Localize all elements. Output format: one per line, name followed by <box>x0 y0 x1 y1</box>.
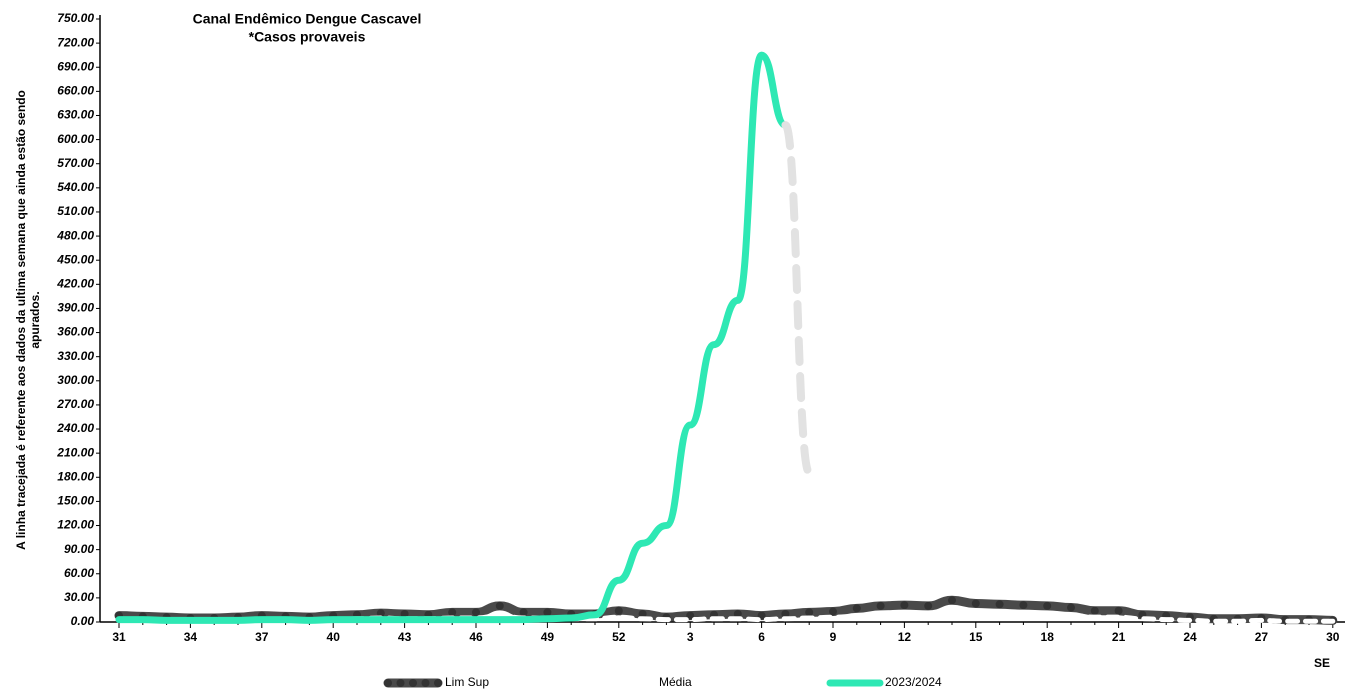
series-marker <box>971 599 980 608</box>
x-tick-label: 12 <box>898 630 912 644</box>
series-marker <box>829 607 837 616</box>
legend-label: Lim Sup <box>445 675 489 689</box>
x-tick-label: 46 <box>469 630 483 644</box>
series-marker <box>805 608 814 617</box>
legend-item: Lim Sup <box>383 675 489 689</box>
series-marker <box>1043 601 1052 610</box>
x-tick-label: 15 <box>969 630 983 644</box>
y-tick-label: 30.00 <box>64 590 94 604</box>
legend-marker <box>421 679 430 687</box>
series-line <box>115 51 789 624</box>
legend-item: Média <box>601 675 692 689</box>
x-tick-label: 37 <box>255 630 269 644</box>
x-tick-label: 34 <box>184 630 198 644</box>
series-marker <box>924 601 933 610</box>
y-tick-label: 660.00 <box>57 84 94 98</box>
series-marker <box>686 611 695 620</box>
series-marker <box>448 608 457 617</box>
series-marker <box>519 608 528 617</box>
series-line <box>114 595 1338 625</box>
x-tick-label: 43 <box>398 630 412 644</box>
x-axis-label: SE <box>1314 656 1330 670</box>
y-axis-label-line: A linha tracejada é referente aos dados … <box>14 90 28 550</box>
series-marker <box>1019 601 1028 610</box>
y-axis-label-line: apurados. <box>28 291 42 348</box>
y-tick-label: 480.00 <box>56 228 94 242</box>
x-tick-label: 6 <box>758 630 765 644</box>
y-tick-label: 420.00 <box>56 276 94 290</box>
series-marker <box>948 596 956 605</box>
x-tick-label: 9 <box>830 630 837 644</box>
y-tick-label: 210.00 <box>56 445 94 459</box>
series-marker <box>614 606 623 615</box>
chart-title: Canal Endêmico Dengue Cascavel <box>193 11 422 27</box>
y-tick-label: 330.00 <box>57 349 94 363</box>
y-tick-label: 450.00 <box>56 252 94 266</box>
y-tick-label: 600.00 <box>57 132 94 146</box>
series-marker <box>543 608 552 617</box>
y-tick-label: 0.00 <box>71 614 95 628</box>
y-tick-label: 90.00 <box>64 542 94 556</box>
y-tick-label: 630.00 <box>57 108 94 122</box>
y-tick-label: 570.00 <box>57 156 94 170</box>
x-tick-label: 21 <box>1112 630 1126 644</box>
x-tick-label: 52 <box>612 630 626 644</box>
series-marker <box>995 600 1004 609</box>
y-tick-label: 60.00 <box>64 566 94 580</box>
legend-label: 2023/2024 <box>885 675 942 689</box>
legend-item: 2023/2024 <box>826 675 942 689</box>
x-tick-label: 3 <box>687 630 694 644</box>
x-tick-label: 30 <box>1326 630 1340 644</box>
series-marker <box>733 609 742 618</box>
chart-subtitle: *Casos provaveis <box>249 29 366 45</box>
y-tick-label: 690.00 <box>57 59 94 73</box>
x-tick-label: 31 <box>112 630 126 644</box>
series-marker <box>472 608 480 617</box>
legend-marker <box>409 679 417 687</box>
y-tick-label: 270.00 <box>56 397 94 411</box>
legend-marker <box>434 679 442 687</box>
series-marker <box>376 609 385 618</box>
x-tick-label: 24 <box>1183 630 1197 644</box>
x-tick-label: 18 <box>1041 630 1055 644</box>
series-marker <box>1067 603 1075 612</box>
y-tick-label: 150.00 <box>57 494 94 508</box>
y-tick-label: 390.00 <box>57 301 94 315</box>
series-marker <box>876 601 885 610</box>
x-tick-label: 40 <box>327 630 341 644</box>
series-marker <box>1090 606 1099 615</box>
legend-label: Média <box>659 675 692 689</box>
y-tick-label: 750.00 <box>57 11 94 25</box>
series-line <box>781 121 814 477</box>
y-tick-label: 360.00 <box>57 325 94 339</box>
y-tick-label: 240.00 <box>56 421 94 435</box>
series-marker <box>852 604 861 613</box>
series-marker <box>638 609 647 618</box>
legend-marker <box>396 679 405 687</box>
series-marker <box>495 601 504 610</box>
y-tick-label: 300.00 <box>57 373 94 387</box>
series-marker <box>900 601 909 610</box>
x-tick-label: 27 <box>1255 630 1269 644</box>
series-marker <box>781 609 790 618</box>
y-tick-label: 120.00 <box>57 518 94 532</box>
series-marker <box>1114 606 1123 615</box>
y-tick-label: 720.00 <box>57 35 94 49</box>
y-tick-label: 180.00 <box>57 469 94 483</box>
y-axis-label: A linha tracejada é referente aos dados … <box>14 90 42 550</box>
x-tick-label: 49 <box>541 630 555 644</box>
legend-marker <box>384 679 392 687</box>
series-marker <box>400 609 409 618</box>
y-tick-label: 540.00 <box>57 180 94 194</box>
y-tick-label: 510.00 <box>57 204 94 218</box>
